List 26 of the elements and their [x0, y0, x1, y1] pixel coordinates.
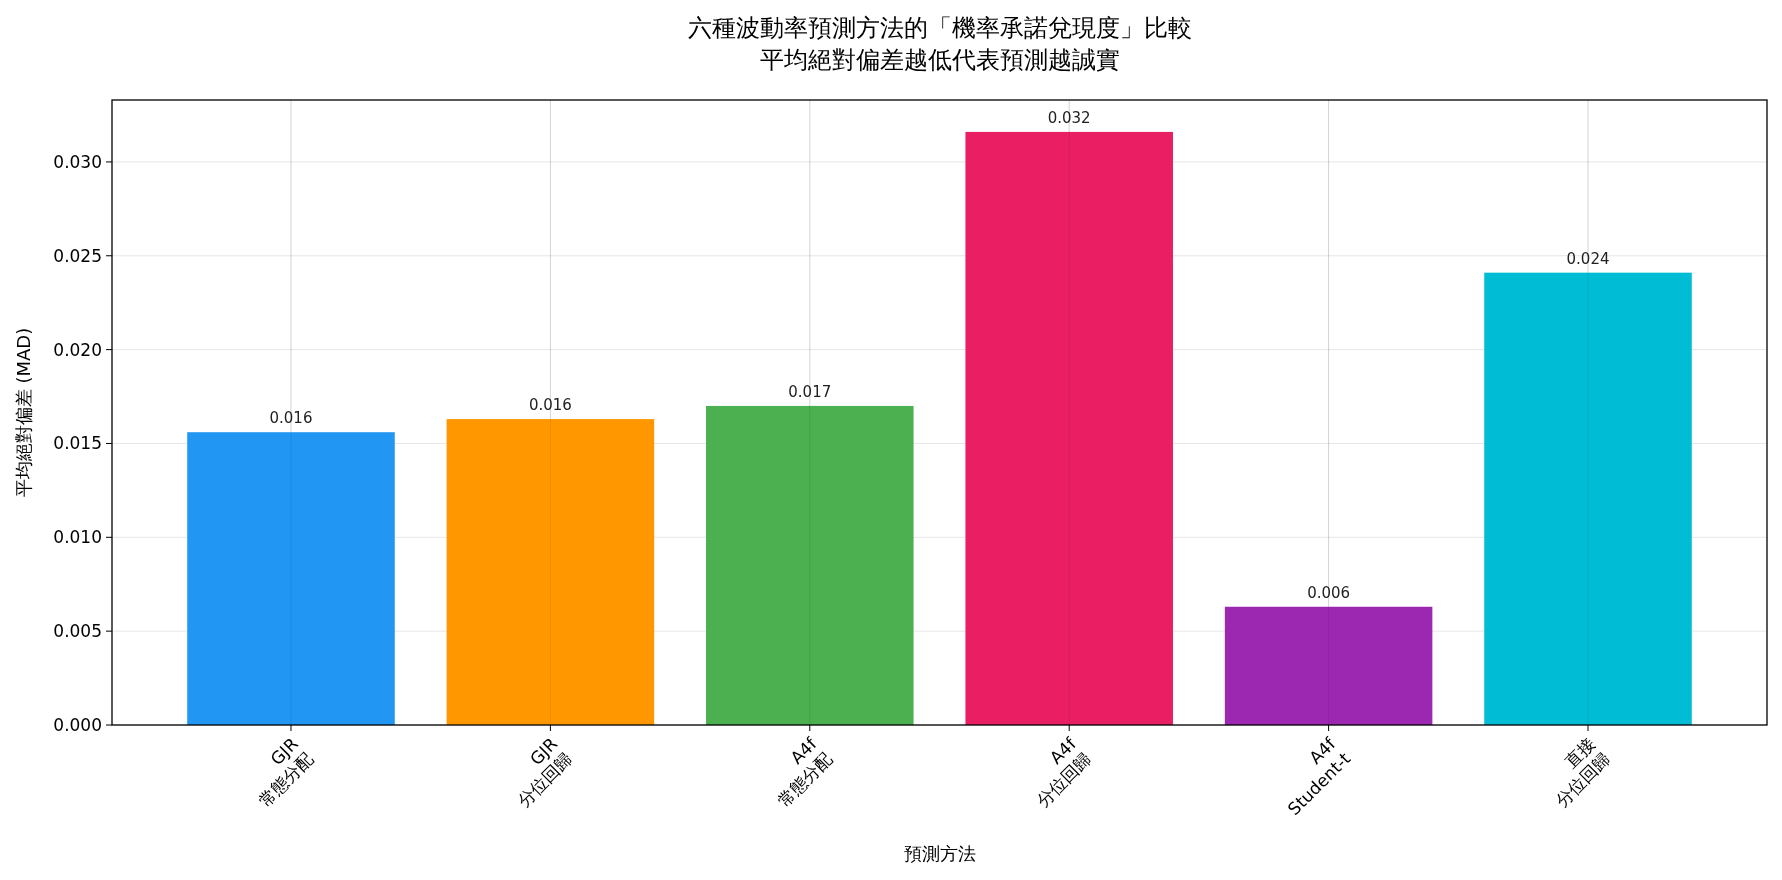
x-axis-title: 預測方法: [903, 843, 976, 864]
chart-title: 六種波動率預測方法的「機率承諾兌現度」比較: [687, 14, 1192, 42]
bar: [706, 405, 914, 725]
bar: [446, 419, 655, 725]
data-label: 0.017: [788, 382, 832, 401]
y-tick-label: 0.025: [53, 245, 102, 266]
x-tick-label: GJR 分位回歸: [513, 733, 577, 811]
chart-subtitle: 平均絕對偏差越低代表預測越誠實: [759, 46, 1120, 74]
data-label: 0.032: [1047, 108, 1091, 127]
y-tick-label: 0.020: [53, 339, 102, 360]
x-tick-label: GJR 常態分配: [254, 733, 317, 811]
y-tick-label: 0.005: [53, 621, 102, 642]
y-tick-label: 0.015: [53, 433, 102, 454]
bar: [965, 131, 1173, 725]
bar: [1224, 606, 1433, 725]
y-tick-label: 0.010: [53, 527, 102, 548]
data-label: 0.006: [1307, 583, 1351, 602]
data-label: 0.024: [1566, 249, 1610, 268]
bar: [187, 432, 395, 725]
data-label: 0.016: [528, 396, 572, 415]
data-label: 0.016: [269, 409, 313, 428]
y-axis-title: 平均絕對偏差 (MAD): [13, 327, 34, 498]
bar: [1484, 272, 1692, 725]
x-tick-label: 直接 分位回歸: [1551, 733, 1614, 811]
y-tick-label: 0.030: [53, 151, 102, 172]
y-tick-label: 0.000: [53, 715, 102, 735]
